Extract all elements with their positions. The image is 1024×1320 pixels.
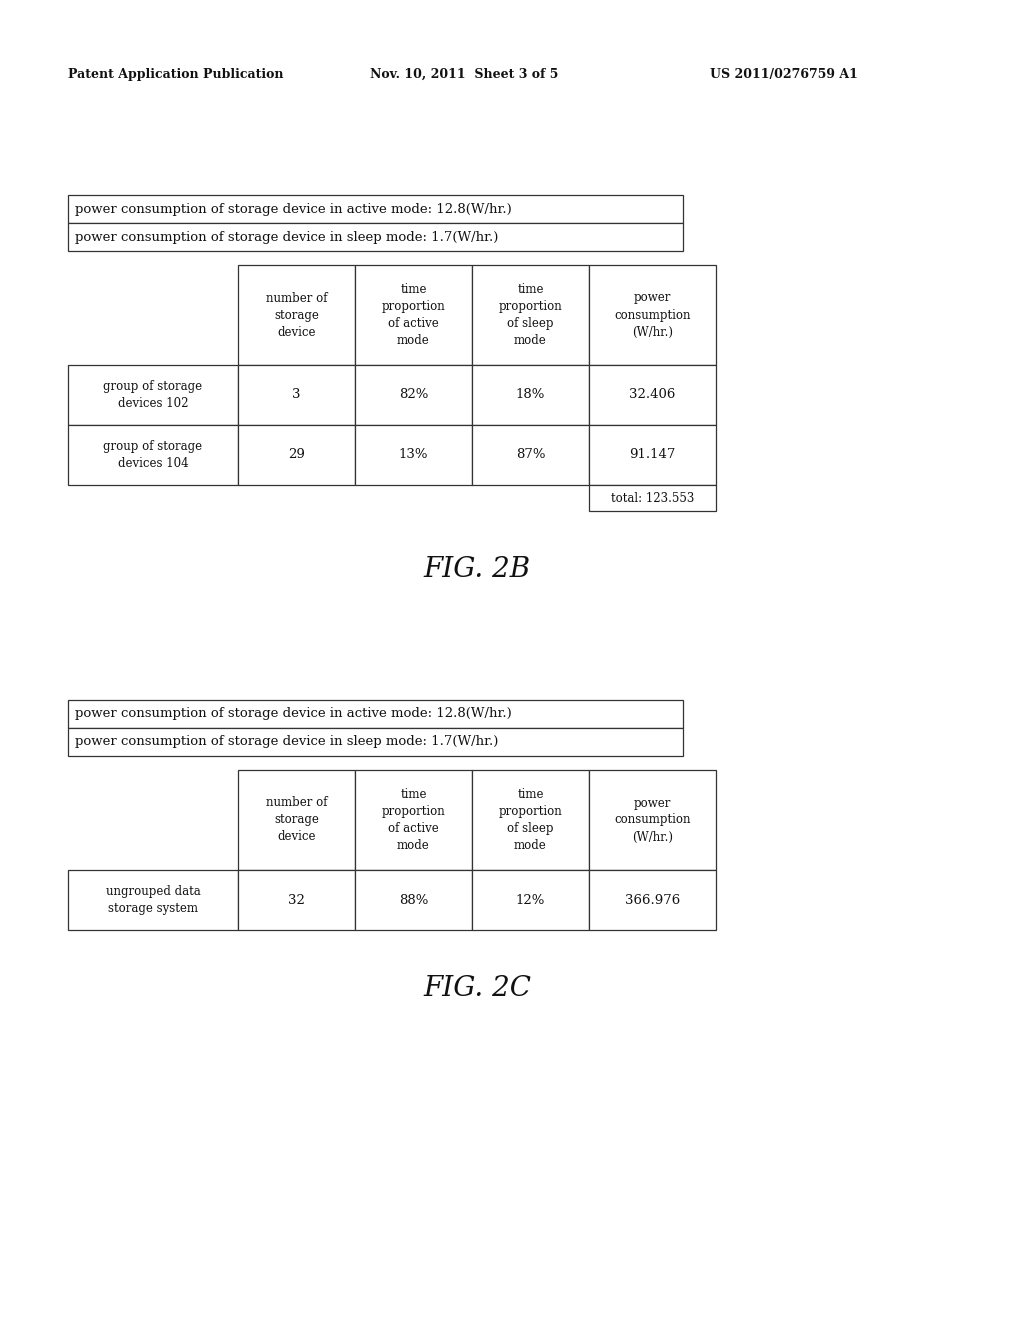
Text: 32: 32: [288, 894, 305, 907]
Bar: [238, 265, 355, 366]
Bar: [355, 425, 472, 484]
Text: 3: 3: [292, 388, 301, 401]
Bar: [68, 195, 683, 223]
Bar: [238, 770, 355, 870]
Bar: [589, 770, 716, 870]
Text: power consumption of storage device in active mode: 12.8(W/hr.): power consumption of storage device in a…: [75, 708, 512, 721]
Bar: [355, 870, 472, 931]
Text: 366.976: 366.976: [625, 894, 680, 907]
Text: group of storage
devices 104: group of storage devices 104: [103, 440, 203, 470]
Text: power consumption of storage device in sleep mode: 1.7(W/hr.): power consumption of storage device in s…: [75, 735, 499, 748]
Bar: [68, 870, 238, 931]
Bar: [472, 870, 589, 931]
Text: FIG. 2B: FIG. 2B: [424, 556, 530, 583]
Bar: [472, 265, 589, 366]
Text: 82%: 82%: [398, 388, 428, 401]
Text: power consumption of storage device in sleep mode: 1.7(W/hr.): power consumption of storage device in s…: [75, 231, 499, 243]
Text: number of
storage
device: number of storage device: [266, 796, 328, 843]
Bar: [472, 770, 589, 870]
Text: 18%: 18%: [516, 388, 545, 401]
Text: 87%: 87%: [516, 449, 545, 462]
Text: 12%: 12%: [516, 894, 545, 907]
Text: group of storage
devices 102: group of storage devices 102: [103, 380, 203, 411]
Bar: [238, 366, 355, 425]
Bar: [68, 700, 683, 729]
Text: number of
storage
device: number of storage device: [266, 292, 328, 338]
Text: 13%: 13%: [398, 449, 428, 462]
Text: time
proportion
of active
mode: time proportion of active mode: [382, 788, 445, 851]
Text: 29: 29: [288, 449, 305, 462]
Bar: [589, 425, 716, 484]
Text: 91.147: 91.147: [630, 449, 676, 462]
Bar: [355, 770, 472, 870]
Bar: [238, 870, 355, 931]
Bar: [472, 366, 589, 425]
Text: FIG. 2C: FIG. 2C: [423, 975, 531, 1002]
Bar: [589, 484, 716, 511]
Text: power consumption of storage device in active mode: 12.8(W/hr.): power consumption of storage device in a…: [75, 202, 512, 215]
Bar: [68, 425, 238, 484]
Bar: [589, 366, 716, 425]
Text: power
consumption
(W/hr.): power consumption (W/hr.): [614, 796, 691, 843]
Text: ungrouped data
storage system: ungrouped data storage system: [105, 884, 201, 915]
Text: Patent Application Publication: Patent Application Publication: [68, 69, 284, 81]
Bar: [68, 366, 238, 425]
Text: 32.406: 32.406: [630, 388, 676, 401]
Bar: [238, 425, 355, 484]
Text: time
proportion
of sleep
mode: time proportion of sleep mode: [499, 282, 562, 347]
Text: 88%: 88%: [398, 894, 428, 907]
Text: time
proportion
of active
mode: time proportion of active mode: [382, 282, 445, 347]
Bar: [68, 223, 683, 251]
Bar: [355, 366, 472, 425]
Text: US 2011/0276759 A1: US 2011/0276759 A1: [710, 69, 858, 81]
Bar: [472, 425, 589, 484]
Bar: [68, 729, 683, 756]
Text: total: 123.553: total: 123.553: [610, 491, 694, 504]
Bar: [589, 870, 716, 931]
Text: power
consumption
(W/hr.): power consumption (W/hr.): [614, 292, 691, 338]
Bar: [355, 265, 472, 366]
Bar: [589, 265, 716, 366]
Text: Nov. 10, 2011  Sheet 3 of 5: Nov. 10, 2011 Sheet 3 of 5: [370, 69, 558, 81]
Text: time
proportion
of sleep
mode: time proportion of sleep mode: [499, 788, 562, 851]
